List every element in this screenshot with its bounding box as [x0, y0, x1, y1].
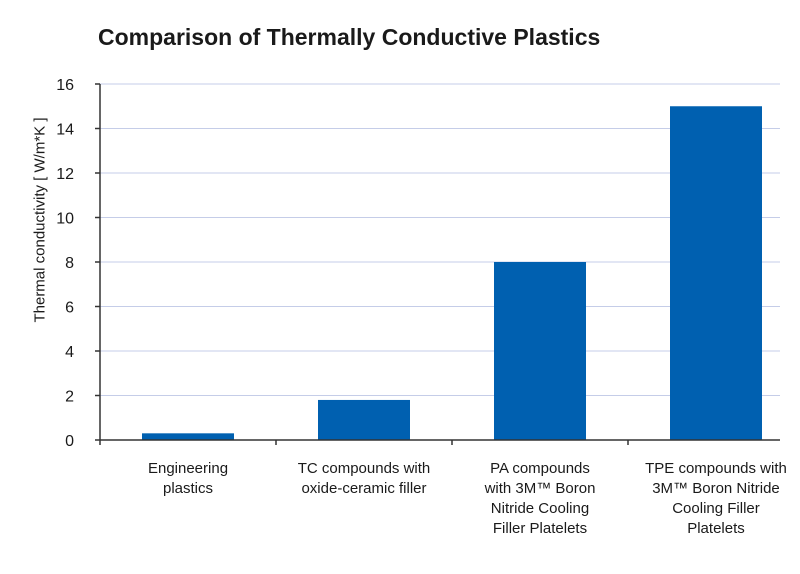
x-tick-label-line: oxide-ceramic filler — [301, 480, 427, 497]
y-tick-label: 8 — [65, 255, 74, 272]
y-tick-label: 0 — [65, 433, 74, 450]
y-tick-label: 12 — [56, 166, 74, 183]
bar — [670, 106, 762, 440]
bar — [318, 399, 410, 440]
x-tick-label: PA compounds with 3M™ Boron Nitride Coolin… — [452, 459, 628, 539]
x-tick-label-line: Filler Platelets — [492, 520, 588, 537]
y-tick-label: 14 — [56, 122, 74, 139]
x-tick-label-line: 3M™ Boron Nitride — [652, 480, 780, 497]
x-tick-label-line: with 3M™ Boron — [484, 480, 596, 497]
bar — [494, 262, 586, 440]
chart-title: Comparison of Thermally Conductive Plast… — [98, 24, 601, 50]
x-tick-label-line: TPE compounds with — [645, 460, 787, 477]
x-tick-label: TPE compounds with 3M™ Boron Nitride Cooli… — [628, 459, 800, 539]
bar — [142, 433, 234, 440]
x-tick-label-line: Platelets — [687, 520, 745, 537]
y-tick-label: 2 — [65, 389, 74, 406]
x-tick-label-line: Engineering — [147, 460, 229, 477]
x-tick-label-line: plastics — [162, 480, 214, 497]
x-tick-label-line: PA compounds — [490, 460, 590, 477]
x-tick-label: TC compounds with oxide-ceramic filler — [276, 459, 452, 499]
y-tick-label: 16 — [56, 77, 74, 94]
y-tick-label: 4 — [65, 344, 74, 361]
x-tick-label-line: TC compounds with — [297, 460, 431, 477]
y-tick-label: 6 — [65, 300, 74, 317]
x-tick-label-line: Cooling Filler — [672, 500, 760, 517]
x-tick-label-line: Nitride Cooling — [490, 500, 590, 517]
y-tick-label: 10 — [56, 211, 74, 228]
x-tick-label: Engineering plastics — [100, 459, 276, 499]
